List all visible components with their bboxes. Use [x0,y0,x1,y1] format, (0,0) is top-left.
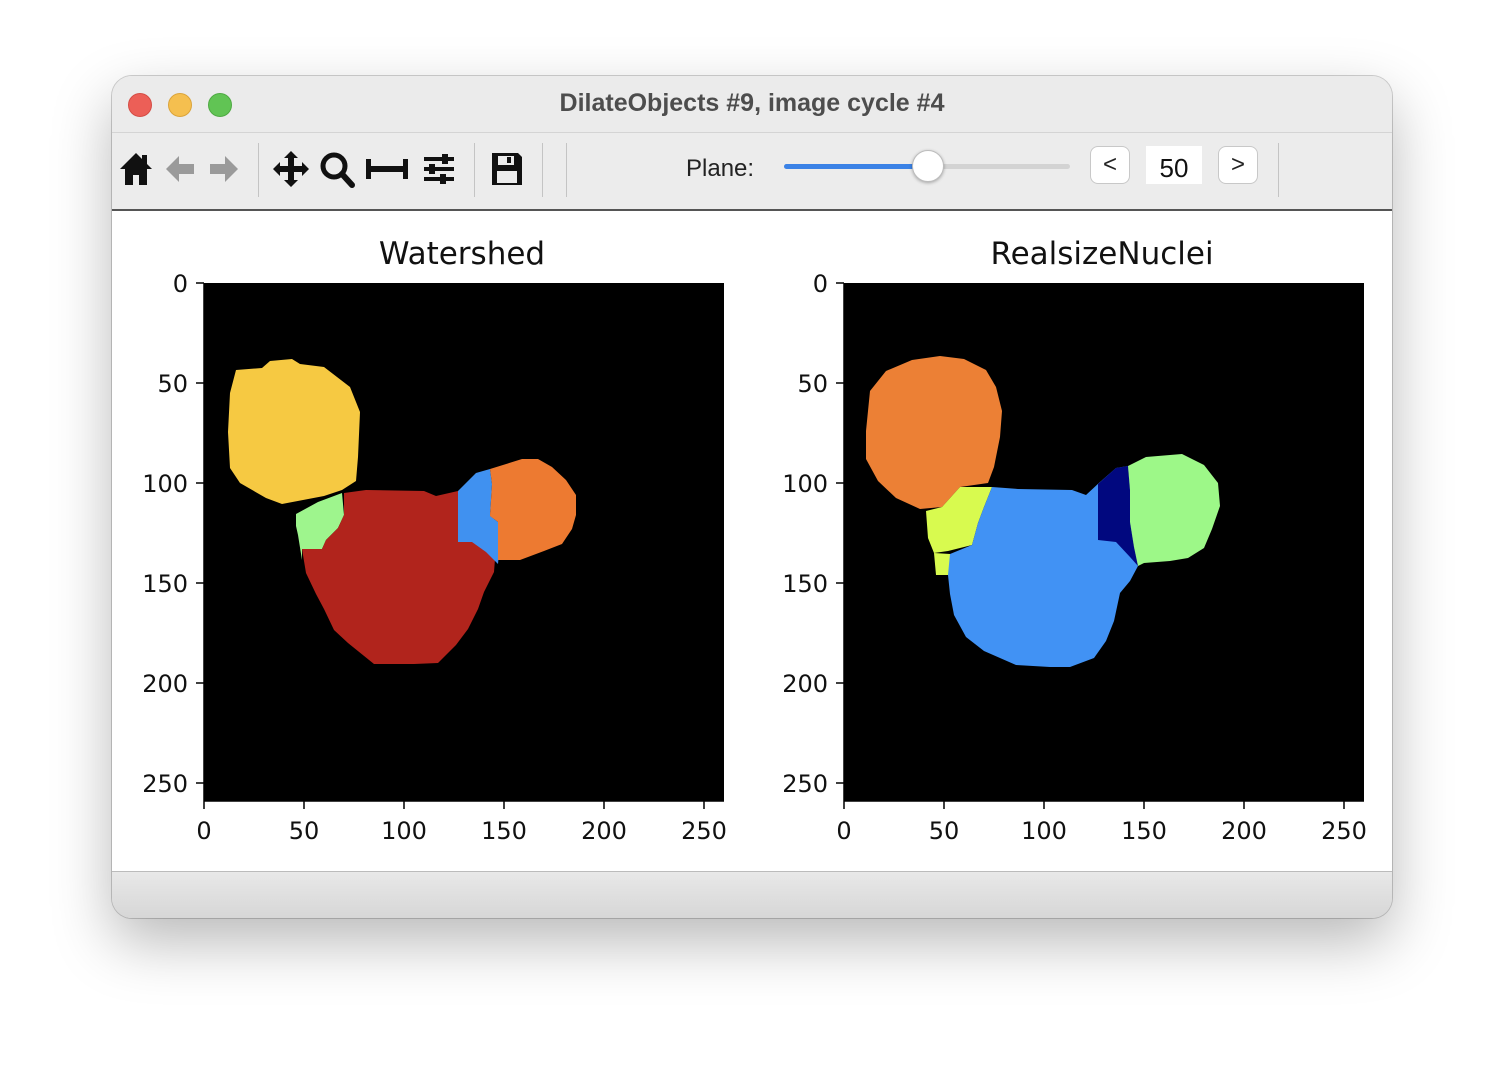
title-bar: DilateObjects #9, image cycle #4 [112,76,1392,133]
zoom-icon[interactable] [318,149,356,189]
toolbar-separator [542,143,543,197]
y-tick-label: 250 [142,770,188,798]
maximize-window-button[interactable] [208,93,232,117]
x-tick-label: 0 [836,817,851,845]
y-tick-label: 200 [142,670,188,698]
toolbar-separator [1278,143,1279,197]
x-tick-label: 0 [196,817,211,845]
object-darkred [302,490,496,664]
toolbar-separator [474,143,475,197]
pan-icon[interactable] [272,149,310,189]
back-arrow-icon[interactable] [162,149,198,189]
x-tick-label: 150 [1121,817,1167,845]
y-tick-label: 50 [797,370,828,398]
next-plane-button[interactable]: > [1218,146,1258,184]
object-realsize-lime-fragment [934,553,950,575]
window-title: DilateObjects #9, image cycle #4 [559,89,945,117]
y-tick-label: 150 [782,570,828,598]
object-realsize-orange [866,356,1002,509]
toolbar-separator [258,143,259,197]
y-tick-label: 250 [782,770,828,798]
plot-title: Watershed [379,236,545,272]
x-tick-label: 200 [581,817,627,845]
y-tick-label: 50 [157,370,188,398]
x-tick-label: 100 [1021,817,1067,845]
toolbar-separator [566,143,567,197]
previous-plane-button[interactable]: < [1090,146,1130,184]
plane-slider-fill [784,164,927,169]
watershed-subplot: Watershed 0 50 100 150 200 250 0 50 100 150 200 250 [142,236,727,845]
plane-number-field[interactable]: 50 [1146,146,1202,184]
navigation-toolbar: Plane: < 50 > [112,133,1392,211]
x-tick-label: 250 [681,817,727,845]
object-orange [490,459,576,560]
minimize-window-button[interactable] [168,93,192,117]
plot-title: RealsizeNuclei [990,236,1213,272]
configure-subplots-icon[interactable] [420,149,458,189]
realsizenuclei-subplot: RealsizeNuclei 0 50 100 150 200 250 0 50 100 150 2… [782,236,1367,845]
object-yellow [228,359,360,504]
status-bar [112,871,1392,918]
object-realsize-blue [948,466,1138,667]
y-tick-label: 100 [782,470,828,498]
plane-label: Plane: [686,155,755,182]
object-realsize-green [1128,454,1220,566]
object-realsize-lime [926,487,992,553]
figure-svg: Watershed 0 50 100 150 200 250 0 50 100 150 200 250… [142,236,1367,845]
home-icon[interactable] [118,149,154,189]
object-realsize-navy [1098,466,1138,566]
span-icon[interactable] [364,149,410,189]
y-tick-label: 200 [782,670,828,698]
y-tick-label: 0 [173,270,188,298]
figure-window: DilateObjects #9, image cycle #4 [112,76,1392,918]
figure-canvas[interactable]: Watershed 0 50 100 150 200 250 0 50 100 150 200 250… [112,211,1392,871]
x-tick-label: 200 [1221,817,1267,845]
plane-slider-thumb[interactable] [912,150,944,182]
y-tick-label: 150 [142,570,188,598]
y-tick-label: 100 [142,470,188,498]
object-lightgreen [296,493,344,560]
save-icon[interactable] [488,149,526,189]
x-tick-label: 100 [381,817,427,845]
x-tick-label: 250 [1321,817,1367,845]
x-tick-label: 150 [481,817,527,845]
object-blue [458,469,500,564]
x-tick-label: 50 [289,817,320,845]
close-window-button[interactable] [128,93,152,117]
y-tick-label: 0 [813,270,828,298]
forward-arrow-icon[interactable] [206,149,242,189]
x-tick-label: 50 [929,817,960,845]
